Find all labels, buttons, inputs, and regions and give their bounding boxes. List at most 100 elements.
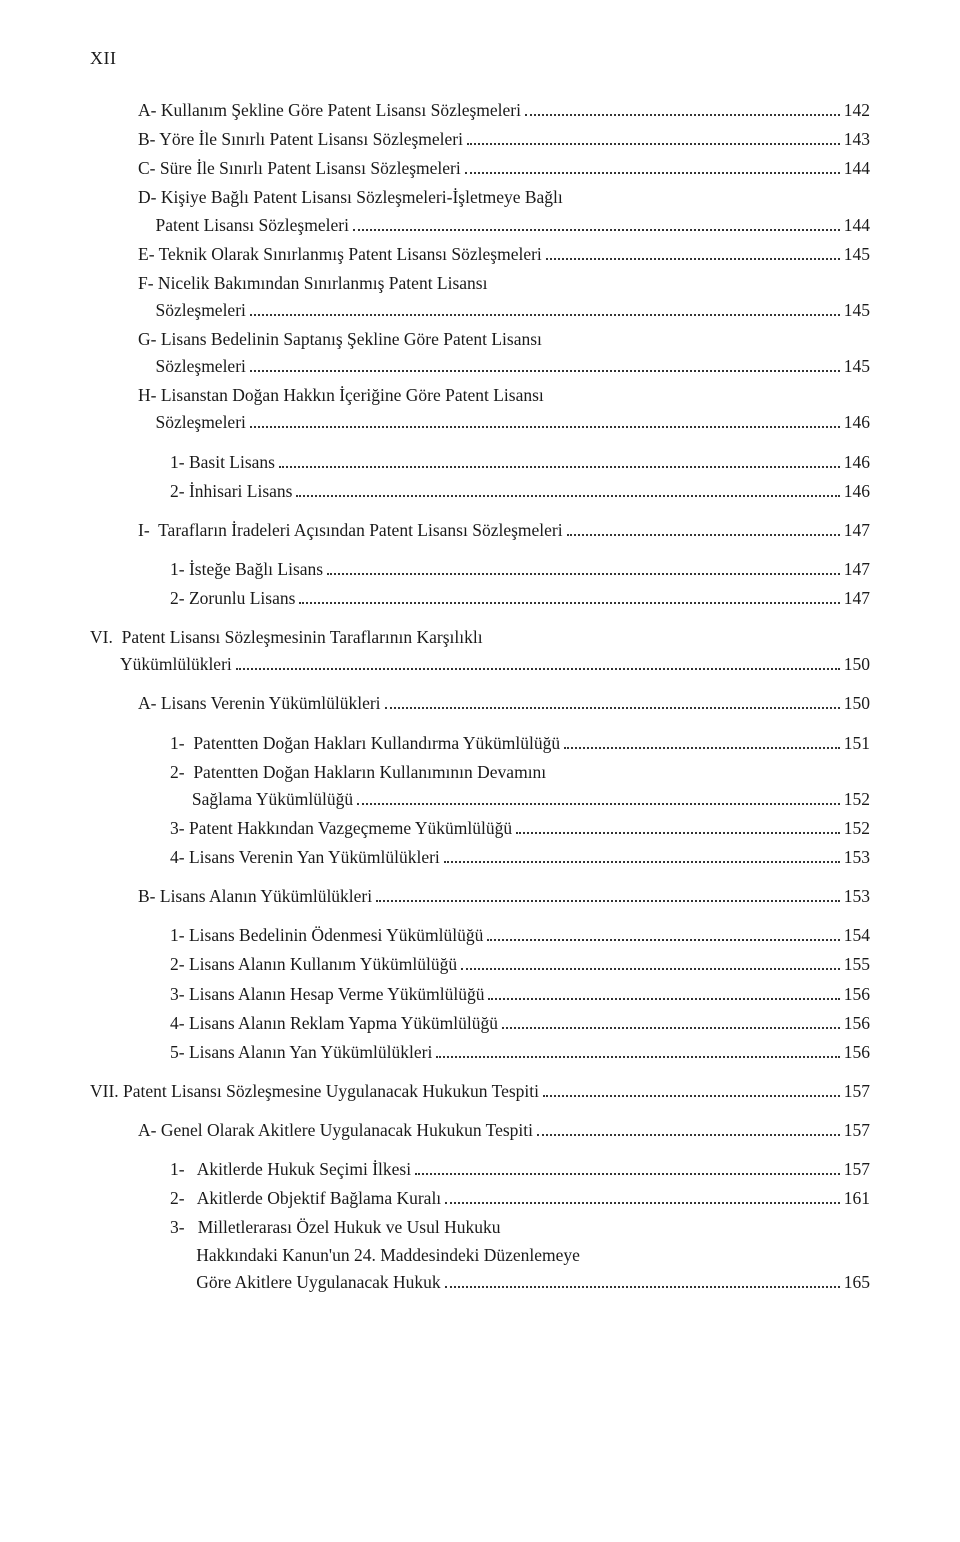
spacer [90,720,870,730]
toc-entry: VII. Patent Lisansı Sözleşmesine Uygulan… [90,1078,870,1105]
toc-entry-page: 150 [844,651,870,678]
toc-entry: 1- Patentten Doğan Hakları Kullandırma Y… [90,730,870,757]
toc-leader-dots [543,1081,840,1097]
page-number: XII [90,48,870,69]
toc-leader-dots [444,847,840,863]
toc-entry-label: 5- Lisans Alanın Yan Yükümlülükleri [170,1039,432,1066]
toc-leader-dots [461,955,840,971]
toc-entry: 1- Lisans Bedelinin Ödenmesi Yükümlülüğü… [90,922,870,949]
toc-entry-label: 2- Akitlerde Objektif Bağlama Kuralı [170,1185,441,1212]
toc-leader-dots [488,984,839,1000]
toc-leader-dots [467,129,840,145]
toc-entry-label: 1- Lisans Bedelinin Ödenmesi Yükümlülüğü [170,922,483,949]
toc-entry-line: VI. Patent Lisansı Sözleşmesinin Tarafla… [90,624,870,651]
toc-entry-page: 151 [844,730,870,757]
toc-entry: B- Lisans Alanın Yükümlülükleri 153 [90,883,870,910]
toc-leader-dots [376,886,840,902]
toc-entry-label: Sağlama Yükümlülüğü [170,786,353,813]
toc-entry: 3- Lisans Alanın Hesap Verme Yükümlülüğü… [90,981,870,1008]
toc-leader-dots [487,926,839,942]
toc-entry-page: 144 [844,155,870,182]
toc-leader-dots [415,1159,840,1175]
toc-entry-page: 145 [844,241,870,268]
toc-entry-page: 155 [844,951,870,978]
toc-entry: 4- Lisans Alanın Reklam Yapma Yükümlülüğ… [90,1010,870,1037]
toc-leader-dots [353,215,840,231]
toc-entry-label: Yükümlülükleri [90,651,232,678]
toc-entry-line: F- Nicelik Bakımından Sınırlanmış Patent… [90,270,870,297]
toc-entry: I- Tarafların İradeleri Açısından Patent… [90,517,870,544]
spacer [90,439,870,449]
toc-leader-dots [299,588,839,604]
toc-entry-label: Sözleşmeleri [138,409,246,436]
toc-entry-page: 153 [844,844,870,871]
toc-entry-page: 147 [844,517,870,544]
toc-entry-label: A- Kullanım Şekline Göre Patent Lisansı … [138,97,521,124]
toc-leader-dots [502,1013,840,1029]
toc-leader-dots [250,300,840,316]
toc-entry-label: E- Teknik Olarak Sınırlanmış Patent Lisa… [138,241,542,268]
toc-entry-label: 1- Patentten Doğan Hakları Kullandırma Y… [170,730,560,757]
toc-entry-label: 4- Lisans Alanın Reklam Yapma Yükümlülüğ… [170,1010,498,1037]
toc-entry-page: 156 [844,1039,870,1066]
spacer [90,546,870,556]
toc-leader-dots [357,789,840,805]
toc-entry: B- Yöre İle Sınırlı Patent Lisansı Sözle… [90,126,870,153]
toc-leader-dots [525,100,840,116]
toc-leader-dots [546,244,840,260]
toc-entry: Sözleşmeleri145 [90,297,870,324]
toc-entry: Sözleşmeleri145 [90,353,870,380]
toc-entry-label: Göre Akitlere Uygulanacak Hukuk [170,1269,441,1296]
toc-leader-dots [250,413,840,429]
toc-entry-label: 1- Basit Lisans [170,449,275,476]
toc-entry: 5- Lisans Alanın Yan Yükümlülükleri 156 [90,1039,870,1066]
toc-leader-dots [327,559,840,575]
toc-leader-dots [445,1272,840,1288]
toc-entry: 1- Basit Lisans 146 [90,449,870,476]
toc-entry: C- Süre İle Sınırlı Patent Lisansı Sözle… [90,155,870,182]
toc-entry-label: 1- İsteğe Bağlı Lisans [170,556,323,583]
toc-entry-page: 157 [844,1078,870,1105]
spacer [90,912,870,922]
toc-entry-label: 2- Lisans Alanın Kullanım Yükümlülüğü [170,951,457,978]
toc-entry-page: 146 [844,449,870,476]
toc-entry-line: 3- Milletlerarası Özel Hukuk ve Usul Huk… [90,1214,870,1241]
toc-entry-page: 156 [844,1010,870,1037]
toc-entry: 2- Akitlerde Objektif Bağlama Kuralı 161 [90,1185,870,1212]
toc-entry-page: 143 [844,126,870,153]
toc-entry: 2- Zorunlu Lisans147 [90,585,870,612]
toc-leader-dots [567,520,840,536]
toc-entry: 3- Patent Hakkından Vazgeçmeme Yükümlülü… [90,815,870,842]
spacer [90,614,870,624]
toc-entry: 1- İsteğe Bağlı Lisans147 [90,556,870,583]
toc-entry: Göre Akitlere Uygulanacak Hukuk165 [90,1269,870,1296]
spacer [90,1107,870,1117]
toc-entry-page: 145 [844,353,870,380]
toc-entry-label: VII. Patent Lisansı Sözleşmesine Uygulan… [90,1078,539,1105]
toc-leader-dots [516,818,840,834]
toc-entry-label: B- Lisans Alanın Yükümlülükleri [138,883,372,910]
toc-entry-label: C- Süre İle Sınırlı Patent Lisansı Sözle… [138,155,461,182]
spacer [90,680,870,690]
toc-entry-page: 157 [844,1156,870,1183]
toc-entry-label: 4- Lisans Verenin Yan Yükümlülükleri [170,844,440,871]
toc-entry-label: Sözleşmeleri [138,297,246,324]
toc-entry-label: 1- Akitlerde Hukuk Seçimi İlkesi [170,1156,411,1183]
spacer [90,1068,870,1078]
toc-entry-page: 161 [844,1185,870,1212]
toc-leader-dots [296,481,839,497]
toc-entry-label: 2- Zorunlu Lisans [170,585,295,612]
toc-entry-page: 150 [844,690,870,717]
toc-entry-page: 154 [844,922,870,949]
toc-entry-label: Patent Lisansı Sözleşmeleri [138,212,349,239]
spacer [90,507,870,517]
toc-entry-page: 156 [844,981,870,1008]
toc-entry-page: 152 [844,786,870,813]
toc-entry-label: I- Tarafların İradeleri Açısından Patent… [138,517,563,544]
toc-entry-page: 153 [844,883,870,910]
toc-leader-dots [250,356,840,372]
toc-leader-dots [385,694,840,710]
toc-entry-page: 146 [844,478,870,505]
toc-entry-line: 2- Patentten Doğan Hakların Kullanımının… [90,759,870,786]
toc-leader-dots [537,1120,840,1136]
